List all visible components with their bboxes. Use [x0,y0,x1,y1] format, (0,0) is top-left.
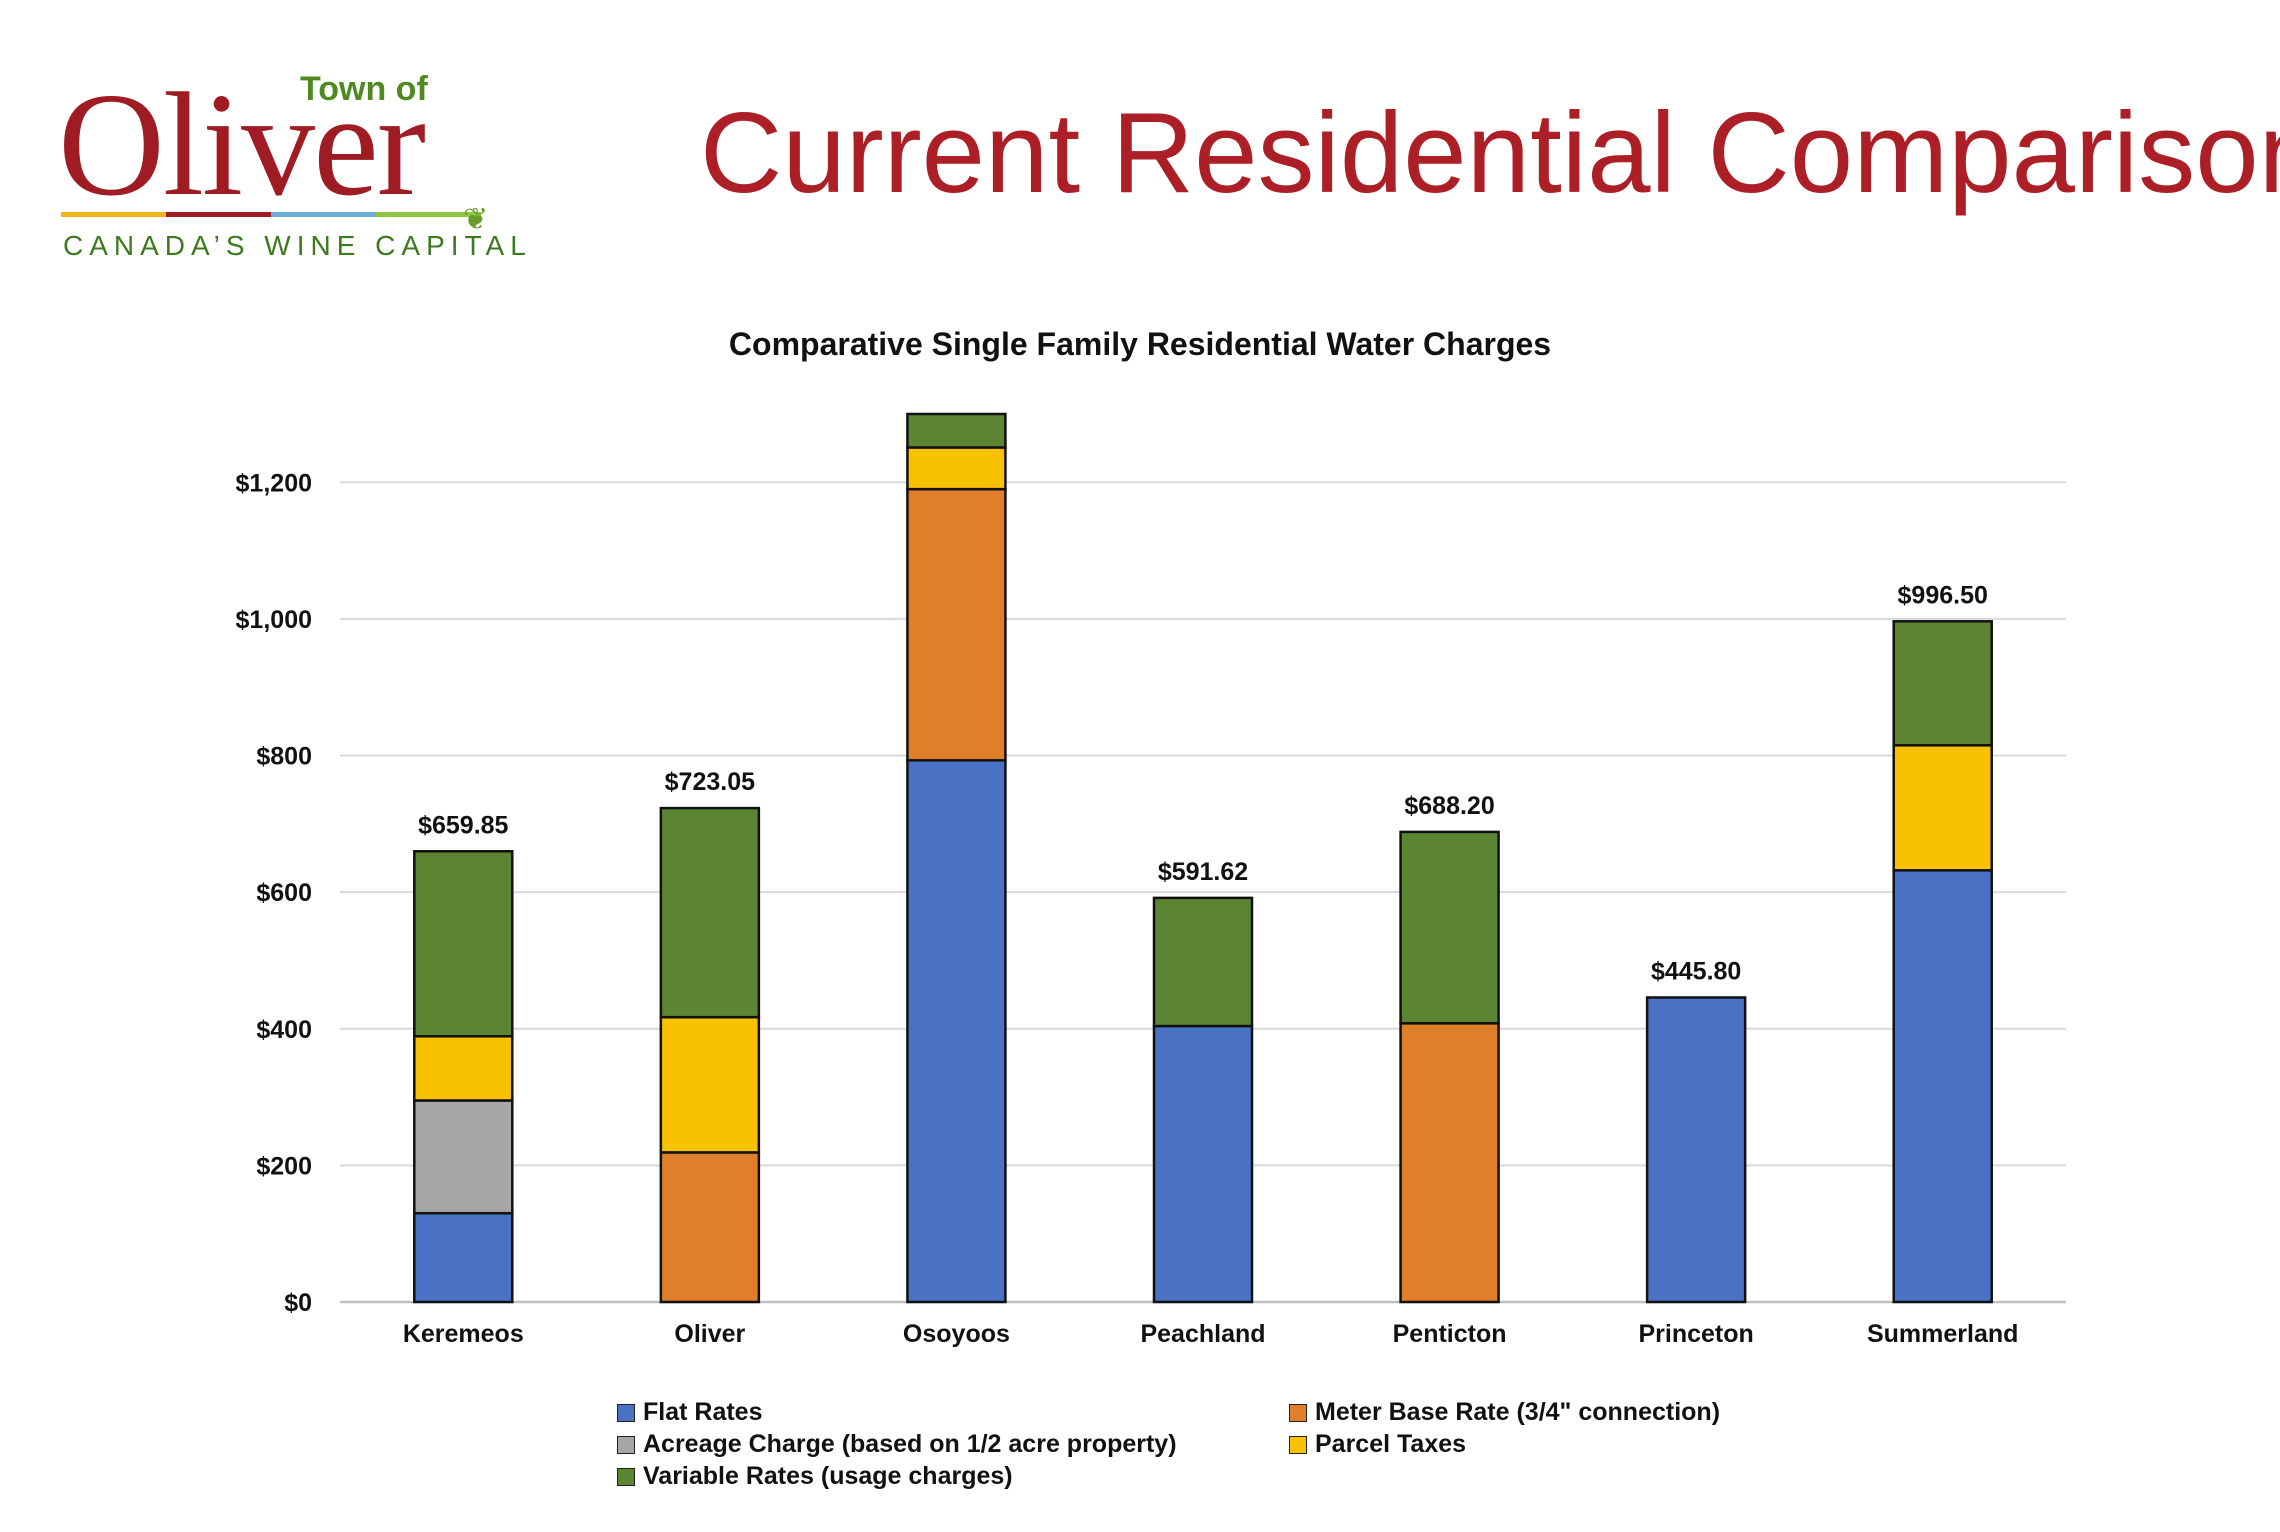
x-tick-label: Penticton [1393,1320,1507,1348]
logo-bar-segment [376,212,481,217]
bar-segment [413,850,514,1038]
y-tick-label: $800 [256,743,312,771]
bar-segment [1152,896,1254,1028]
page-title: Current Residential Comparisons [700,90,2280,217]
x-tick-label: Peachland [1140,1320,1265,1348]
bar-segment [1892,620,1993,747]
x-tick-label: Oliver [674,1320,745,1348]
y-tick-label: $400 [256,1016,312,1044]
data-label: $688.20 [1404,792,1494,820]
logo-bar-segment [271,212,376,217]
bar-segment [659,1015,761,1154]
x-tick-label: Osoyoos [903,1320,1010,1348]
bar-segment [659,1151,761,1304]
y-tick-label: $1,000 [236,606,312,634]
data-label: $445.80 [1651,957,1741,985]
bar-segment [1399,830,1500,1025]
bar-segment [413,1035,514,1102]
logo-color-bar [61,212,481,217]
data-label: $659.85 [418,811,508,839]
bar-segment [906,446,1007,491]
y-tick-label: $0 [284,1289,312,1317]
chart-title: Comparative Single Family Residential Wa… [729,326,1551,362]
data-label: $996.50 [1898,581,1988,609]
y-tick-label: $200 [256,1152,312,1180]
logo-town-name: Oliver [58,63,426,227]
x-tick-label: Princeton [1638,1320,1753,1348]
x-tick-label: Keremeos [403,1320,524,1348]
bar-segment [1645,996,1747,1304]
bar-segment [906,487,1007,762]
logo-town-of: Town of [300,70,428,108]
bar-segment [413,1099,514,1215]
logo-tagline: CANADA’S WINE CAPITAL [63,230,532,261]
bar-segment [1892,744,1993,872]
town-logo: Oliver Town of ❦ CANADA’S WINE CAPITAL [55,62,526,272]
bar-segment [413,1211,514,1304]
grape-leaf-icon: ❦ [463,203,489,236]
bar-segment [1152,1024,1254,1304]
data-label: $591.62 [1158,858,1248,886]
bar-segment [906,412,1007,449]
x-tick-label: Summerland [1867,1320,2018,1348]
bar-segment [1399,1022,1500,1304]
logo-bar-segment [166,212,271,217]
bar-segment [659,806,761,1019]
y-tick-label: $1,200 [236,469,312,497]
bar-segment [1892,869,1993,1304]
y-tick-label: $600 [256,879,312,907]
data-label: $723.05 [665,768,755,796]
logo-bar-segment [61,212,166,217]
bar-segment [906,759,1007,1304]
